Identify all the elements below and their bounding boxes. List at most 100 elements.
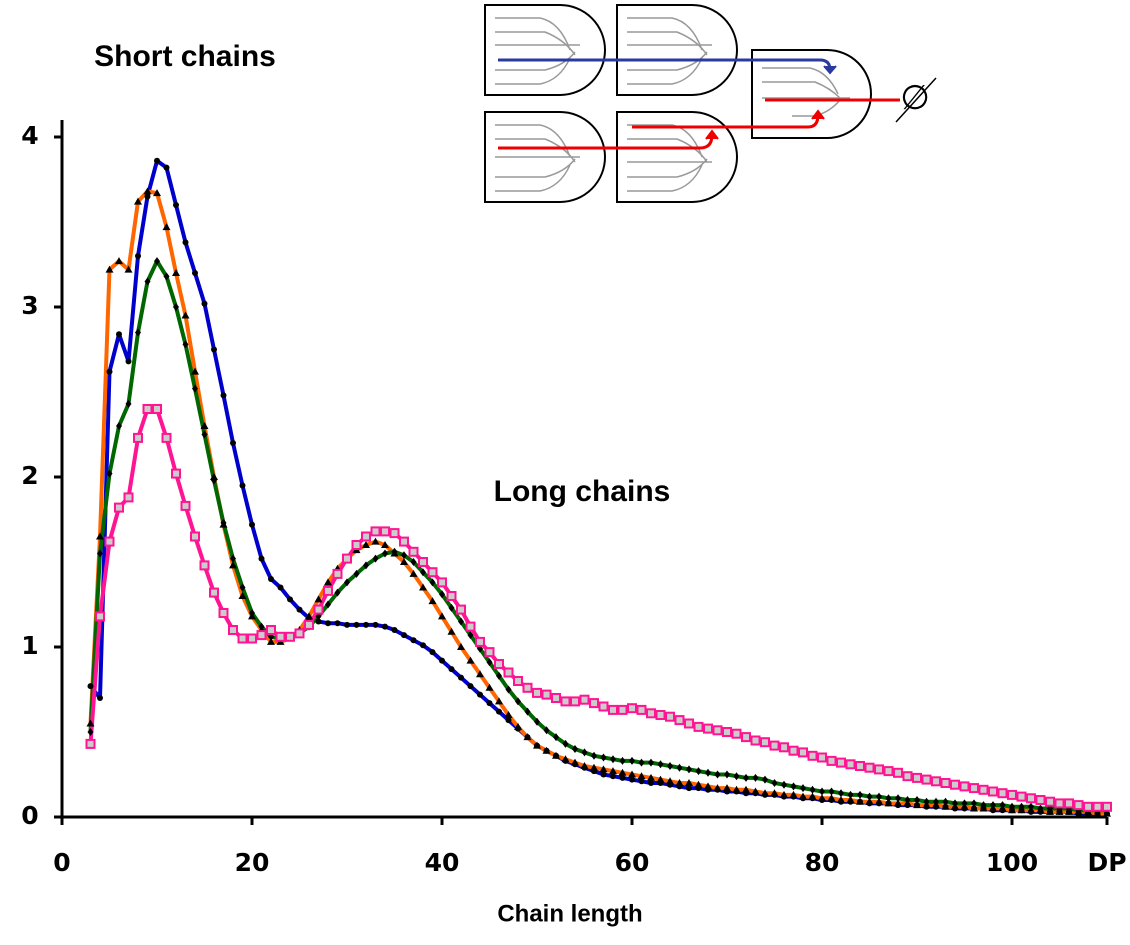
data-point: [1007, 789, 1017, 800]
data-point: [1064, 798, 1074, 809]
data-point: [362, 541, 370, 548]
data-point: [325, 620, 331, 627]
data-point: [116, 331, 122, 338]
data-point: [581, 748, 588, 757]
data-point: [211, 346, 217, 353]
data-point: [475, 636, 485, 647]
data-point: [921, 774, 932, 785]
data-point: [372, 554, 379, 563]
data-point: [239, 482, 246, 489]
data-point: [847, 790, 854, 799]
data-point: [665, 711, 675, 722]
data-point: [477, 691, 483, 698]
data-point: [779, 742, 789, 753]
data-point: [855, 761, 865, 771]
data-point: [230, 554, 236, 563]
data-point: [714, 770, 721, 779]
data-point: [427, 567, 438, 578]
data-point: [86, 719, 95, 727]
data-point: [258, 555, 265, 562]
data-point: [152, 404, 162, 414]
data-point: [732, 785, 741, 793]
data-point: [458, 617, 464, 626]
data-point: [674, 715, 685, 726]
data-point: [893, 767, 903, 778]
data-point: [923, 797, 930, 806]
data-point: [154, 157, 160, 164]
data-point: [647, 773, 655, 781]
data-point: [323, 585, 333, 596]
data-point: [952, 799, 958, 808]
x-tick-label: 80: [805, 848, 840, 877]
data-point: [104, 536, 115, 547]
data-point: [199, 560, 210, 571]
data-point: [818, 794, 826, 802]
data-point: [598, 701, 609, 712]
data-point: [988, 786, 998, 797]
data-point: [448, 603, 455, 612]
data-point: [541, 689, 552, 700]
data-point: [408, 546, 419, 557]
data-point: [865, 797, 874, 805]
data-point: [686, 785, 692, 792]
data-point: [762, 775, 768, 784]
data-point: [296, 606, 303, 613]
data-point: [1054, 798, 1065, 809]
data-point: [503, 667, 514, 678]
data-point: [629, 776, 635, 783]
data-point: [192, 384, 198, 393]
data-point: [857, 790, 863, 799]
data-point: [342, 553, 352, 564]
data-point: [579, 694, 590, 705]
data-point: [800, 784, 806, 793]
data-point: [809, 785, 816, 794]
data-point: [846, 796, 855, 803]
data-point: [172, 269, 180, 276]
data-point: [465, 621, 476, 632]
data-point: [382, 623, 388, 630]
data-point: [211, 476, 217, 485]
data-point: [133, 432, 143, 443]
data-point: [237, 633, 248, 644]
series-line: [88, 259, 1107, 813]
data-point: [713, 784, 722, 792]
data-point: [486, 658, 493, 667]
data-point: [648, 758, 654, 767]
data-point: [978, 784, 989, 795]
data-point: [418, 557, 428, 567]
data-point: [230, 440, 236, 446]
data-point: [410, 637, 417, 644]
data-point: [704, 782, 712, 790]
data-point: [409, 569, 418, 577]
data-point: [116, 422, 122, 430]
data-point: [656, 775, 665, 783]
data-point: [220, 392, 227, 399]
data-point: [505, 685, 512, 694]
data-point: [332, 568, 343, 579]
data-point: [828, 787, 835, 796]
data-point: [353, 569, 360, 578]
data-point: [771, 779, 778, 787]
data-point: [315, 618, 322, 625]
data-point: [256, 630, 267, 641]
chart-title: Short chains: [94, 40, 276, 73]
data-point: [456, 604, 466, 615]
data-point: [827, 794, 836, 802]
data-point: [1045, 796, 1055, 807]
data-point: [561, 755, 570, 763]
data-point: [826, 755, 837, 766]
data-point: [191, 367, 199, 375]
data-point: [866, 792, 873, 801]
data-point: [655, 710, 666, 720]
data-point: [313, 604, 324, 615]
y-tick-label: 4: [21, 121, 38, 150]
data-point: [389, 528, 400, 539]
x-tick-label: DP: [1087, 848, 1126, 877]
x-tick-label: 0: [53, 848, 70, 877]
data-point: [275, 631, 286, 642]
data-point: [294, 628, 305, 639]
data-point: [999, 801, 1006, 810]
data-point: [912, 772, 922, 783]
diagram-symbol: ∅: [900, 79, 930, 117]
data-point: [125, 399, 132, 408]
